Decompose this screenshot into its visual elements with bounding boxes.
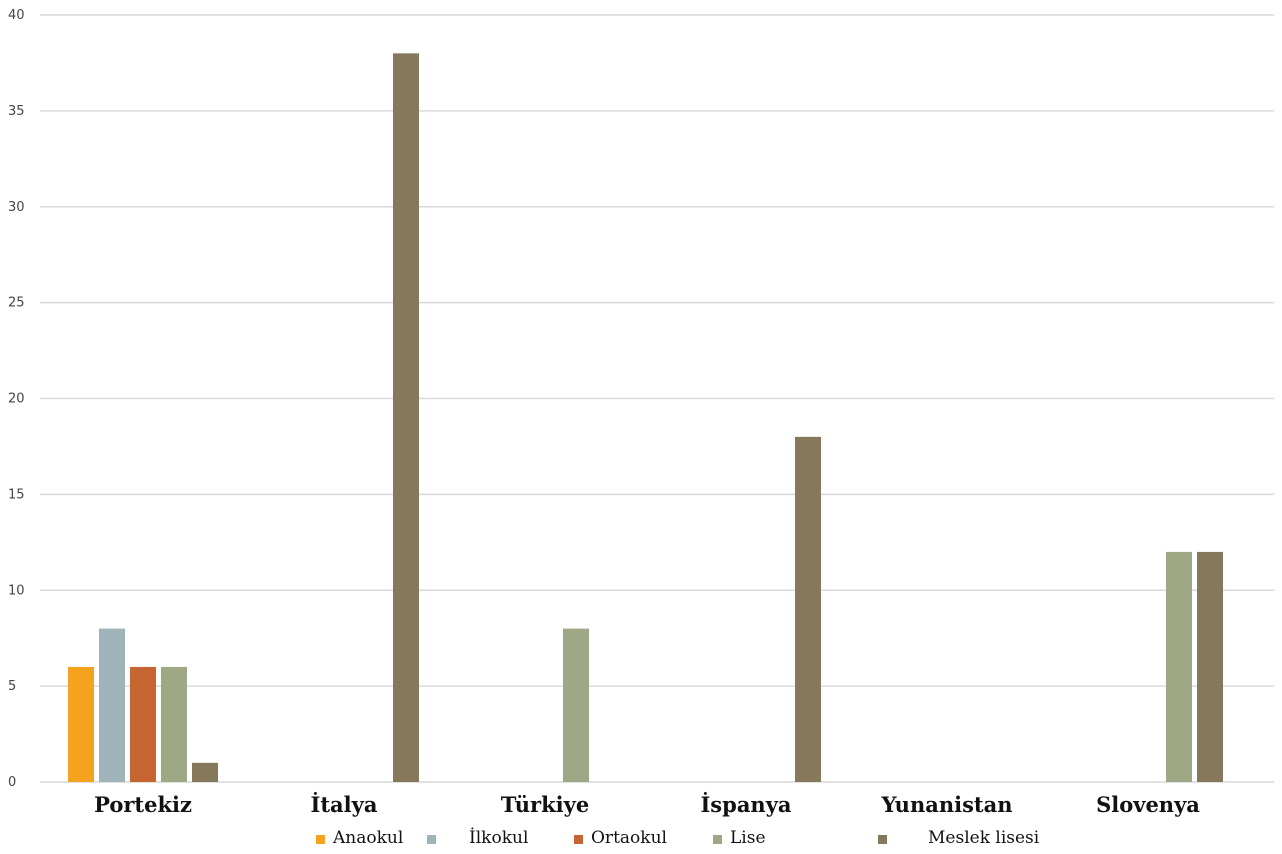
y-tick-label: 35 <box>8 104 25 119</box>
legend-label: Ortaokul <box>591 828 667 848</box>
bar-meslek-lisesi-5 <box>1197 551 1223 782</box>
bars <box>68 53 1223 783</box>
legend-swatch <box>316 835 325 844</box>
legend-label: Anaokul <box>332 828 403 848</box>
bar-anaokul-0 <box>68 666 94 782</box>
x-category-label: Portekiz <box>94 792 192 817</box>
legend: Anaokul İlkokul Ortaokul Lise Meslek lisesi <box>316 827 1040 848</box>
x-axis-categories: Portekiz İtalya Türkiye İspanya Yunanistan Sl… <box>94 792 1200 817</box>
y-tick-label: 5 <box>8 679 16 694</box>
legend-swatch <box>713 835 722 844</box>
bar-meslek-lisesi-3 <box>795 436 821 782</box>
y-tick-label: 15 <box>8 487 25 502</box>
y-tick-label: 30 <box>8 200 25 215</box>
gridlines <box>40 14 1274 783</box>
x-category-label: Slovenya <box>1096 792 1200 817</box>
bar-ortaokul-0 <box>130 666 156 782</box>
y-axis-ticks: 0 5 10 15 20 25 30 35 40 <box>8 8 25 790</box>
legend-swatch <box>878 835 887 844</box>
bar-lise-5 <box>1166 551 1192 782</box>
y-tick-label: 10 <box>8 583 25 598</box>
bar-meslek-lisesi-1 <box>393 53 419 783</box>
y-tick-label: 0 <box>8 775 16 790</box>
bar-lise-2 <box>563 628 589 782</box>
legend-label: İlkokul <box>469 827 528 848</box>
bar-meslek-lisesi-0 <box>192 762 218 782</box>
legend-swatch <box>574 835 583 844</box>
x-category-label: İtalya <box>311 792 378 817</box>
bar-i̇lkokul-0 <box>99 628 125 782</box>
legend-label: Meslek lisesi <box>928 828 1040 848</box>
y-tick-label: 20 <box>8 392 25 407</box>
x-category-label: Yunanistan <box>881 792 1013 817</box>
y-tick-label: 25 <box>8 296 25 311</box>
legend-label: Lise <box>730 828 766 848</box>
bar-lise-0 <box>161 666 187 782</box>
y-tick-label: 40 <box>8 8 25 23</box>
x-category-label: İspanya <box>700 792 791 817</box>
legend-swatch <box>427 835 436 844</box>
x-category-label: Türkiye <box>501 792 589 817</box>
